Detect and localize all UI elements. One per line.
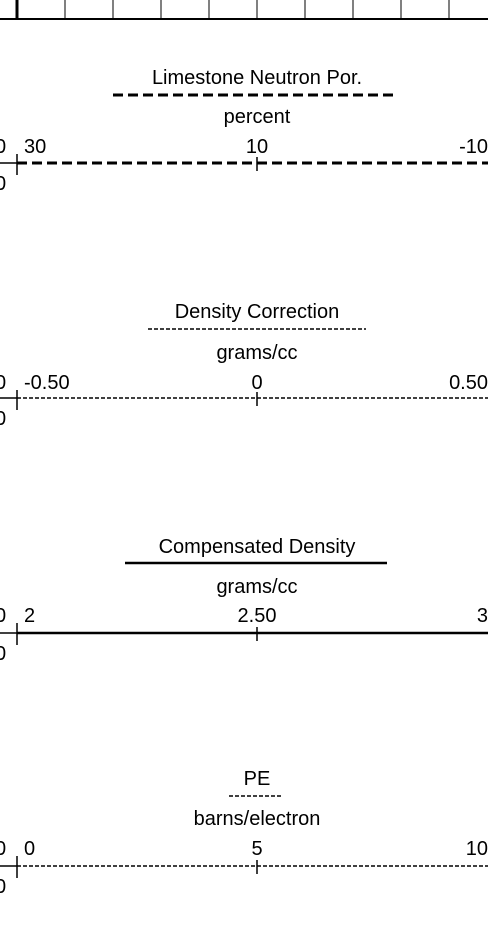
unit-label: barns/electron	[194, 808, 321, 830]
scale-left: -0.50	[24, 372, 70, 394]
scale-middle: 5	[251, 838, 262, 860]
track-header: Compensated Density grams/cc 2 2.50 3 0 0	[0, 536, 488, 665]
track-title: Density Correction	[175, 301, 340, 323]
unit-label: percent	[224, 106, 291, 128]
scale-right: 10	[466, 838, 488, 860]
scale-left: 0	[24, 838, 35, 860]
track-title: Limestone Neutron Por.	[152, 67, 362, 89]
scale-right: 3	[477, 605, 488, 627]
edge-label: 0	[0, 136, 6, 158]
track-header: Density Correction grams/cc -0.50 0 0.50 0 0	[0, 301, 488, 430]
scale-middle: 0	[251, 372, 262, 394]
track-title: Compensated Density	[159, 536, 356, 558]
edge-label: 0	[0, 643, 6, 665]
unit-label: grams/cc	[216, 576, 297, 598]
scale-middle: 2.50	[238, 605, 277, 627]
header-grid	[0, 0, 488, 20]
edge-label: 0	[0, 408, 6, 430]
edge-label: 0	[0, 838, 6, 860]
scale-right: -10	[459, 136, 488, 158]
edge-label: 0	[0, 173, 6, 195]
track-header: Limestone Neutron Por. percent 30 10 -10 0 0	[0, 67, 488, 195]
scale-right: 0.50	[449, 372, 488, 394]
edge-label: 0	[0, 876, 6, 898]
scale-left: 30	[24, 136, 46, 158]
edge-label: 0	[0, 372, 6, 394]
unit-label: grams/cc	[216, 342, 297, 364]
edge-label: 0	[0, 605, 6, 627]
scale-left: 2	[24, 605, 35, 627]
scale-middle: 10	[246, 136, 268, 158]
track-title: PE	[244, 768, 271, 790]
